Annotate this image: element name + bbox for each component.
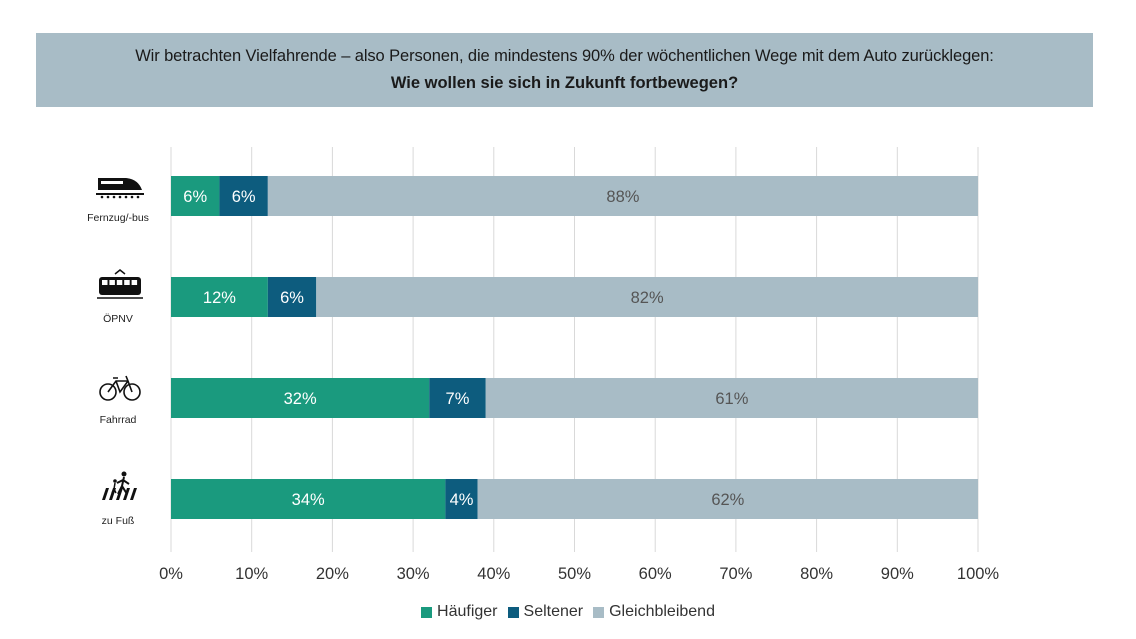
train-icon-window	[101, 181, 123, 184]
train-icon-wheel	[100, 195, 104, 199]
train-icon-wheel	[112, 195, 116, 199]
train-icon	[96, 178, 144, 199]
bar-segment	[267, 277, 317, 317]
crosswalk-stripe	[102, 488, 109, 500]
title-band: Wir betrachten Vielfahrende – also Perso…	[36, 33, 1093, 107]
bicycle-icon-wheel	[123, 383, 141, 401]
legend-item: Seltener	[507, 603, 584, 621]
data-label: 6%	[232, 188, 256, 206]
pedestrian-icon-head	[121, 471, 127, 477]
legend-label: Seltener	[523, 603, 584, 620]
category-label: Fahrrad	[100, 414, 137, 426]
bicycle-icon	[99, 375, 141, 401]
bar-segment	[477, 479, 978, 519]
legend-swatch	[421, 606, 433, 618]
stacked-bar-chart: 0% 10% 20% 30% 40% 50% 60% 70% 80% 90% 100% 6% 6% 88%…	[87, 147, 1000, 583]
x-tick-label: 20%	[316, 565, 349, 583]
legend-item: Gleichbleibend	[593, 603, 715, 621]
data-label: 4%	[450, 491, 474, 509]
train-icon-wheel	[124, 195, 128, 199]
tram-icon-window	[124, 280, 130, 285]
pedestrian-child-head	[113, 479, 117, 483]
bar-segment	[171, 277, 268, 317]
bar-segment	[171, 378, 430, 418]
category-label: zu Fuß	[102, 515, 135, 527]
bar-segment	[171, 479, 446, 519]
data-label: 7%	[446, 390, 470, 408]
pedestrian-crossing-icon	[102, 471, 137, 500]
legend-item: Häufiger	[421, 603, 498, 621]
legend-swatch	[593, 606, 605, 618]
bar-segment	[429, 378, 486, 418]
data-label: 6%	[280, 289, 304, 307]
bar-segment	[316, 277, 978, 317]
bicycle-icon-wheel	[99, 383, 117, 401]
tram-icon	[97, 269, 143, 299]
data-label: 12%	[203, 289, 236, 307]
x-tick-label: 0%	[159, 565, 183, 583]
chart-title-line2: Wie wollen sie sich in Zukunft fortbeweg…	[390, 74, 739, 92]
data-label: 88%	[606, 188, 639, 206]
bicycle-icon-frame	[107, 375, 133, 394]
pedestrian-child-body	[111, 482, 117, 494]
x-tick-label: 40%	[477, 565, 510, 583]
pedestrian-icon-body	[116, 476, 130, 495]
chart-title-line1: Wir betrachten Vielfahrende – also Perso…	[135, 47, 994, 65]
tram-icon-window	[102, 280, 108, 285]
x-tick-label: 100%	[957, 565, 1000, 583]
x-tick-label: 10%	[235, 565, 268, 583]
x-tick-label: 80%	[800, 565, 833, 583]
bar-segment	[219, 176, 268, 216]
crosswalk-stripe	[116, 488, 123, 500]
train-icon-wheel	[118, 195, 122, 199]
data-label: 32%	[284, 390, 317, 408]
tram-icon-window	[109, 280, 115, 285]
x-tick-label: 60%	[639, 565, 672, 583]
tram-icon-pantograph	[114, 269, 126, 275]
x-tick-label: 90%	[881, 565, 914, 583]
tram-icon-body	[99, 277, 141, 295]
legend-label: Gleichbleibend	[609, 603, 715, 620]
bar-segment	[171, 176, 220, 216]
crosswalk-stripe	[130, 488, 137, 500]
bar-segment	[485, 378, 978, 418]
x-tick-label: 70%	[719, 565, 752, 583]
train-icon-wheel	[106, 195, 110, 199]
tram-icon-window	[131, 280, 138, 285]
tram-icon-window	[116, 280, 123, 285]
category-label: ÖPNV	[103, 313, 133, 325]
data-label: 34%	[292, 491, 325, 509]
legend: Häufiger Seltener Gleichbleibend	[0, 603, 1136, 621]
legend-label: Häufiger	[437, 603, 498, 620]
data-label: 62%	[711, 491, 744, 509]
bar-segment	[267, 176, 979, 216]
train-icon-wheel	[130, 195, 134, 199]
train-icon-wheel	[136, 195, 140, 199]
x-tick-label: 30%	[397, 565, 430, 583]
bar-segment	[445, 479, 478, 519]
x-tick-label: 50%	[558, 565, 591, 583]
data-label: 6%	[183, 188, 207, 206]
data-label: 82%	[631, 289, 664, 307]
legend-swatch	[507, 606, 519, 618]
data-label: 61%	[715, 390, 748, 408]
category-label: Fernzug/-bus	[87, 212, 149, 224]
